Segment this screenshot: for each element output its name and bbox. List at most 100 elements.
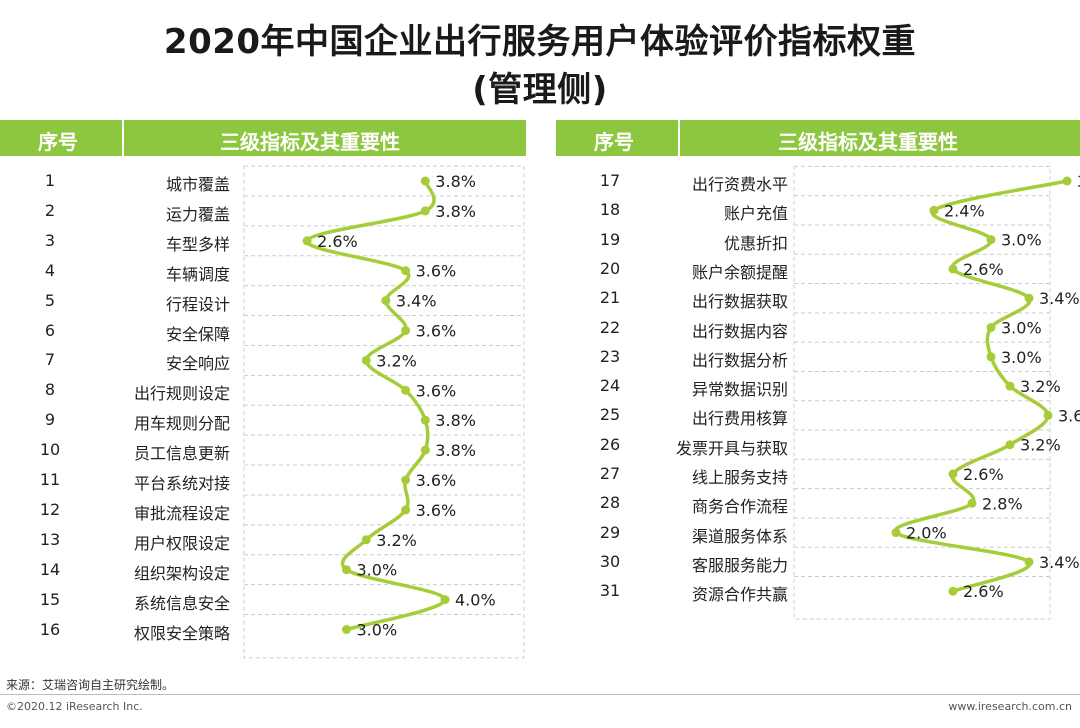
data-label: 3.6% xyxy=(416,471,457,490)
indicator-number: 11 xyxy=(39,470,61,489)
indicator-name: 安全保障 xyxy=(165,324,230,344)
indicator-number: 9 xyxy=(44,410,56,430)
right-header-divider xyxy=(678,120,680,156)
indicator-number: 27 xyxy=(599,464,621,483)
data-point xyxy=(986,323,996,332)
chart-subtitle: (管理侧) xyxy=(472,70,608,110)
data-label: 3.8% xyxy=(435,411,476,430)
indicator-number: 31 xyxy=(599,581,621,601)
data-point xyxy=(401,326,411,335)
indicator-name: 出行资费水平 xyxy=(691,175,788,194)
data-label: 3.0% xyxy=(357,561,398,580)
indicator-name: 车型多样 xyxy=(165,234,230,254)
indicator-name: 账户充值 xyxy=(723,204,788,224)
website: www.iresearch.com.cn xyxy=(948,700,1072,713)
data-label: 3.0% xyxy=(1001,348,1042,367)
indicator-number: 21 xyxy=(599,288,621,308)
indicator-number: 14 xyxy=(39,559,61,579)
data-label: 3.2% xyxy=(1020,377,1061,396)
indicator-name: 出行费用核算 xyxy=(691,409,788,429)
data-label: 3.6% xyxy=(416,322,457,341)
data-point xyxy=(1043,410,1053,420)
data-label: 3.4% xyxy=(1039,289,1080,308)
indicator-name: 异常数据识别 xyxy=(691,380,788,400)
data-label: 2.0% xyxy=(906,524,947,543)
indicator-name: 资源合作共赢 xyxy=(691,585,788,605)
indicator-number: 13 xyxy=(39,529,61,549)
indicator-number: 30 xyxy=(599,551,621,571)
indicator-name: 出行数据内容 xyxy=(691,321,788,341)
data-label: 2.4% xyxy=(944,201,985,220)
data-point xyxy=(420,415,430,425)
indicator-name: 组织架构设定 xyxy=(133,563,230,583)
indicator-name: 客服服务能力 xyxy=(691,555,788,575)
indicator-number: 17 xyxy=(599,171,621,190)
data-point xyxy=(967,498,977,508)
data-point xyxy=(381,296,391,306)
indicator-name: 城市覆盖 xyxy=(165,175,230,194)
indicator-number: 20 xyxy=(599,258,621,278)
indicator-number: 16 xyxy=(39,619,61,639)
data-point xyxy=(342,625,351,634)
data-label: 3.6% xyxy=(416,381,457,400)
data-point xyxy=(986,352,996,362)
data-point xyxy=(948,586,958,596)
left-header-divider xyxy=(122,120,124,156)
data-label: 2.8% xyxy=(982,494,1023,513)
indicator-number: 12 xyxy=(39,499,61,519)
indicator-name: 出行规则设定 xyxy=(133,384,230,404)
indicator-name: 优惠折扣 xyxy=(723,233,788,253)
data-point xyxy=(401,475,411,485)
indicator-number: 10 xyxy=(39,440,61,460)
indicator-number: 28 xyxy=(599,493,621,513)
data-point xyxy=(401,385,411,395)
data-label: 2.6% xyxy=(963,582,1004,601)
copyright: ©2020.12 iResearch Inc. xyxy=(6,700,143,713)
data-label: 3.0% xyxy=(357,621,398,640)
data-label: 4.0% xyxy=(455,591,496,610)
indicator-name: 用户权限设定 xyxy=(133,533,230,553)
left-header-num: 序号 xyxy=(38,130,78,154)
data-label: 3.8% xyxy=(435,202,476,221)
data-point xyxy=(401,505,411,515)
indicator-name: 渠道服务体系 xyxy=(691,526,788,546)
data-label: 3.2% xyxy=(376,351,417,370)
indicator-number: 23 xyxy=(599,346,621,366)
data-point xyxy=(948,469,958,479)
data-label: 3.4% xyxy=(1039,553,1080,572)
data-label: 3.6% xyxy=(416,501,457,520)
data-label: 3.2% xyxy=(376,531,417,550)
data-point xyxy=(1005,381,1015,391)
data-label: 3.8% xyxy=(435,172,476,191)
data-point xyxy=(342,565,351,575)
indicator-number: 3 xyxy=(44,230,56,250)
data-label: 3.0% xyxy=(1001,319,1042,338)
indicator-name: 商务合作流程 xyxy=(691,497,788,517)
left-header-name: 三级指标及其重要性 xyxy=(220,130,400,154)
indicator-number: 7 xyxy=(44,350,56,370)
grid-box xyxy=(243,165,525,659)
data-point xyxy=(929,205,939,215)
data-point xyxy=(440,595,450,605)
right-header-name: 三级指标及其重要性 xyxy=(778,130,958,154)
indicator-name: 运力覆盖 xyxy=(165,204,230,224)
indicator-number: 5 xyxy=(44,290,56,310)
data-label: 3.4% xyxy=(396,292,437,311)
data-point xyxy=(420,176,430,186)
indicator-name: 出行数据分析 xyxy=(691,350,788,370)
source-note: 来源：艾瑞咨询自主研究绘制。 xyxy=(6,678,175,692)
data-point xyxy=(361,535,371,545)
indicator-name: 出行数据获取 xyxy=(691,292,788,312)
indicator-name: 行程设计 xyxy=(165,294,230,314)
indicator-number: 8 xyxy=(44,380,56,400)
data-point xyxy=(361,355,371,365)
indicator-number: 2 xyxy=(44,200,56,220)
data-point xyxy=(1005,440,1015,450)
indicator-name: 车辆调度 xyxy=(165,264,230,284)
indicator-number: 24 xyxy=(599,376,621,396)
data-label: 3.6% xyxy=(1058,406,1080,425)
indicator-number: 26 xyxy=(599,434,621,454)
data-label: 3.2% xyxy=(1020,436,1061,455)
data-point xyxy=(1062,176,1072,186)
